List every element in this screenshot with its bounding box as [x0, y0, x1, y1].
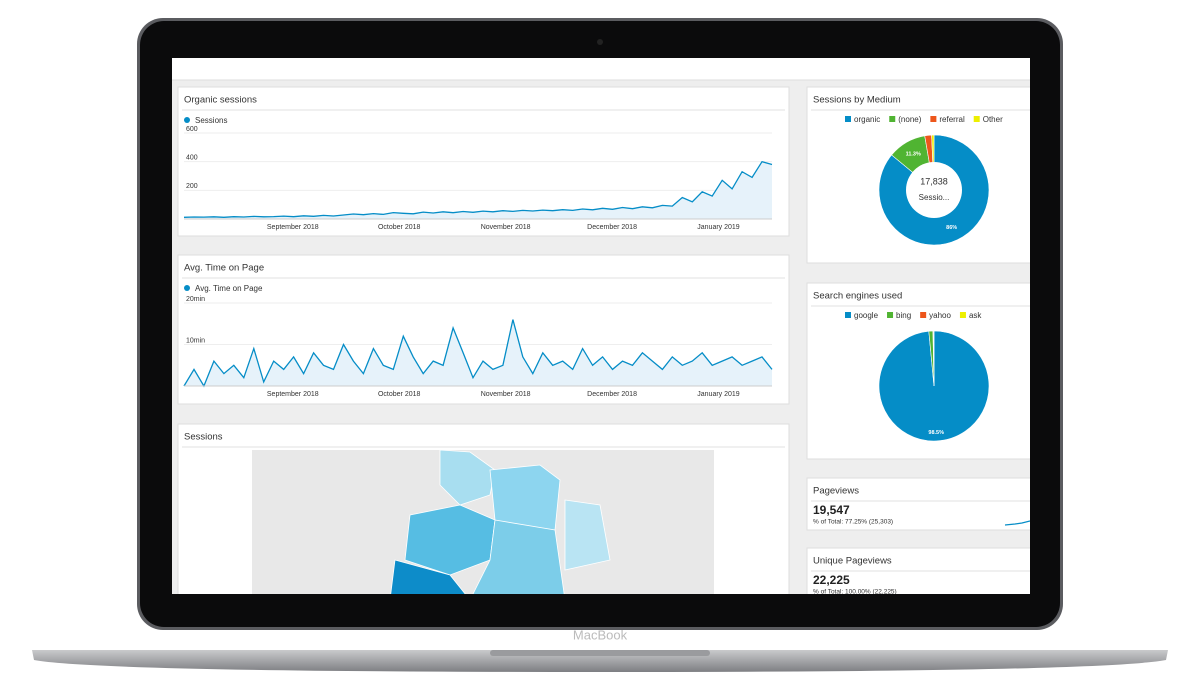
metric-subtitle: % of Total: 77.25% (25,303) [813, 519, 893, 526]
center-value: 17,838 [920, 176, 948, 186]
legend-label: bing [896, 311, 911, 320]
legend-swatch [974, 116, 980, 122]
legend-swatch [960, 312, 966, 318]
legend-label: organic [854, 115, 880, 124]
slice-label: 86% [946, 225, 957, 231]
legend-dot [184, 117, 190, 123]
legend-label: yahoo [929, 311, 951, 320]
center-label: Sessio... [919, 193, 950, 202]
x-tick-label: September 2018 [267, 391, 319, 398]
x-tick-label: December 2018 [587, 391, 637, 398]
metric-value: 19,547 [813, 503, 850, 517]
donut-hole [906, 162, 962, 218]
panel-title: Avg. Time on Page [184, 263, 264, 274]
x-tick-label: January 2019 [697, 224, 740, 231]
panel-title: Search engines used [813, 291, 902, 302]
legend-swatch [930, 116, 936, 122]
panel-title: Organic sessions [184, 95, 257, 106]
x-tick-label: November 2018 [481, 391, 531, 398]
top-bar [172, 58, 1030, 80]
legend-swatch [889, 116, 895, 122]
y-tick-label: 10min [186, 337, 205, 344]
legend-swatch [845, 312, 851, 318]
x-tick-label: September 2018 [267, 224, 319, 231]
legend-label: Sessions [195, 116, 227, 125]
legend-label: google [854, 311, 879, 320]
panel-title: Unique Pageviews [813, 556, 892, 567]
legend-label: (none) [898, 115, 921, 124]
y-tick-label: 400 [186, 155, 198, 162]
panel-title: Pageviews [813, 486, 859, 497]
y-tick-label: 600 [186, 126, 198, 133]
legend-label: Avg. Time on Page [195, 284, 263, 293]
notch [490, 650, 710, 656]
x-tick-label: October 2018 [378, 391, 421, 398]
camera [597, 39, 603, 45]
slice-label: 11.3% [906, 152, 921, 158]
y-tick-label: 200 [186, 183, 198, 190]
x-tick-label: November 2018 [481, 224, 531, 231]
legend-dot [184, 285, 190, 291]
slice-label: 98.5% [928, 430, 944, 436]
panel-title: Sessions by Medium [813, 95, 901, 106]
x-tick-label: October 2018 [378, 224, 421, 231]
legend-swatch [845, 116, 851, 122]
x-tick-label: December 2018 [587, 224, 637, 231]
screen: Organic sessions Sessions 200 400 600 Septemb… [172, 58, 1037, 624]
y-tick-label: 20min [186, 296, 205, 303]
legend-swatch [920, 312, 926, 318]
panel-title: Sessions [184, 432, 223, 443]
legend-label: referral [939, 115, 965, 124]
legend-label: ask [969, 311, 982, 320]
legend-swatch [887, 312, 893, 318]
legend-label: Other [983, 115, 1003, 124]
device-label: MacBook [573, 627, 628, 642]
x-tick-label: January 2019 [697, 391, 740, 398]
metric-value: 22,225 [813, 573, 850, 587]
